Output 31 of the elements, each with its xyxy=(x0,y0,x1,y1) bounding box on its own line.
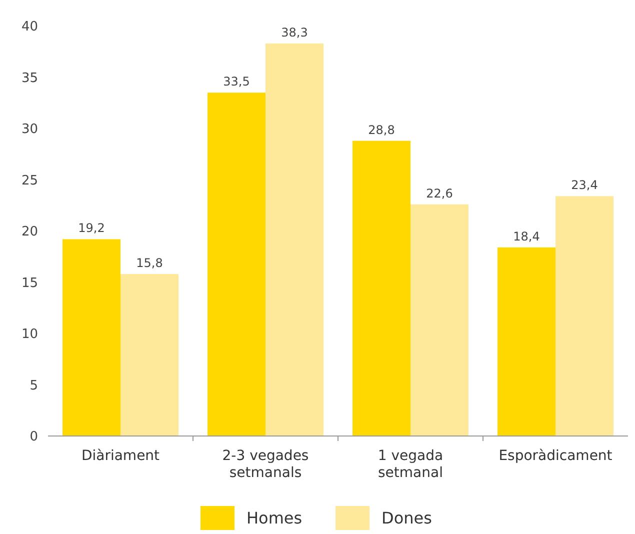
y-tick-label: 30 xyxy=(21,122,38,138)
bar xyxy=(498,247,556,436)
y-tick-label: 15 xyxy=(21,276,38,291)
data-label: 15,8 xyxy=(136,256,163,270)
data-label: 23,4 xyxy=(571,178,598,192)
y-tick-label: 20 xyxy=(21,224,38,240)
data-label: 28,8 xyxy=(368,122,395,137)
x-tick-label: 1 vegada setmanal xyxy=(378,448,444,481)
bar xyxy=(208,92,266,436)
x-tick-label: Diàriament xyxy=(81,448,160,464)
legend-label: Homes xyxy=(246,508,302,528)
bar xyxy=(120,274,178,436)
bar xyxy=(352,140,410,436)
data-label: 38,3 xyxy=(281,25,308,40)
x-tick-label: Esporàdicament xyxy=(498,448,613,464)
data-label: 19,2 xyxy=(78,221,105,236)
y-tick-label: 10 xyxy=(21,327,38,342)
y-tick-label: 35 xyxy=(21,70,38,86)
x-tick-label: 2-3 vegades setmanals xyxy=(222,448,309,481)
y-tick-label: 0 xyxy=(30,430,38,445)
data-label: 33,5 xyxy=(223,74,250,89)
bar xyxy=(266,43,324,436)
bar xyxy=(410,204,468,436)
y-tick-label: 40 xyxy=(21,20,38,35)
bar xyxy=(62,239,120,436)
data-label: 18,4 xyxy=(513,229,540,244)
y-tick-label: 5 xyxy=(30,378,38,394)
legend-label: Dones xyxy=(382,508,432,528)
bar xyxy=(556,196,614,436)
data-label: 22,6 xyxy=(426,186,453,200)
y-tick-label: 25 xyxy=(21,173,38,188)
